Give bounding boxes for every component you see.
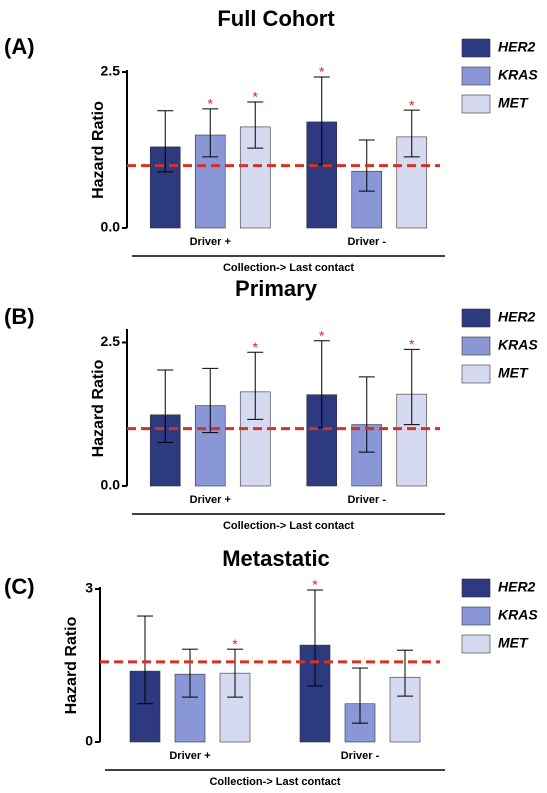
significance-mark: * (319, 327, 325, 343)
y-tick-label: 3 (85, 580, 93, 596)
panel: (C) Metastatic Hazard Ratio 0 3 Driver + * Driv… (4, 546, 538, 788)
legend-swatch (461, 38, 491, 58)
y-axis-label: Hazard Ratio (63, 616, 80, 714)
significance-mark: * (409, 97, 415, 113)
error-bar (358, 376, 375, 453)
legend-swatch (461, 66, 491, 86)
legend-label: MET (498, 635, 529, 651)
error-bar (352, 667, 368, 724)
x-tick-label: Driver - (347, 494, 386, 506)
significance-mark: * (232, 636, 238, 652)
significance-mark: * (319, 64, 325, 80)
legend-label: MET (498, 365, 529, 381)
x-tick-label: Driver - (341, 750, 380, 762)
error-bar (307, 589, 323, 687)
error-bar (247, 101, 264, 149)
legend-label: HER2 (498, 309, 536, 325)
legend-label: HER2 (498, 579, 536, 595)
chart-title: Full Cohort (217, 6, 335, 31)
error-bar (137, 615, 153, 705)
error-bar (403, 348, 420, 426)
panel-label: (C) (4, 574, 35, 599)
panel-label: (B) (4, 304, 35, 329)
x-tick-label: Driver + (190, 236, 231, 248)
significance-mark: * (253, 89, 259, 105)
error-bar (202, 108, 219, 158)
significance-mark: * (409, 336, 415, 352)
chart-title: Primary (235, 276, 318, 301)
error-bar (247, 351, 264, 420)
legend-swatch (461, 308, 491, 328)
legend-swatch (461, 94, 491, 114)
panel: (A) Full Cohort Hazard Ratio 0.0 2.5 Driver +… (4, 6, 538, 274)
x-axis-label: Collection-> Last contact (209, 776, 340, 788)
y-tick-label: 2.5 (101, 333, 121, 349)
legend-label: KRAS (498, 67, 538, 83)
legend-swatch (461, 606, 491, 626)
error-bar (397, 649, 413, 697)
y-axis-label: Hazard Ratio (90, 359, 107, 457)
y-tick-label: 0.0 (101, 219, 121, 235)
x-tick-label: Driver - (347, 236, 386, 248)
legend-swatch (461, 336, 491, 356)
legend-label: HER2 (498, 39, 536, 55)
y-axis-label: Hazard Ratio (90, 101, 107, 199)
error-bar (157, 110, 174, 173)
significance-mark: * (312, 577, 318, 593)
x-axis-label: Collection-> Last contact (223, 262, 354, 274)
legend-label: MET (498, 95, 529, 111)
x-axis-label: Collection-> Last contact (223, 520, 354, 532)
legend-swatch (461, 578, 491, 598)
x-tick-label: Driver + (190, 494, 231, 506)
significance-mark: * (208, 96, 214, 112)
panel: (B) Primary Hazard Ratio 0.0 2.5 Driver + * Dri… (4, 276, 538, 532)
error-bar (403, 109, 420, 158)
error-bar (227, 648, 243, 698)
y-tick-label: 2.5 (101, 63, 121, 79)
chart-title: Metastatic (222, 546, 330, 571)
legend-label: KRAS (498, 607, 538, 623)
y-tick-label: 0.0 (101, 477, 121, 493)
legend-swatch (461, 634, 491, 654)
error-bar (182, 648, 198, 698)
x-tick-label: Driver + (169, 750, 210, 762)
legend-swatch (461, 364, 491, 384)
panel-label: (A) (4, 34, 35, 59)
error-bar (157, 369, 174, 443)
legend-label: KRAS (498, 337, 538, 353)
error-bar (202, 367, 219, 434)
significance-mark: * (253, 339, 259, 355)
y-tick-label: 0 (85, 733, 93, 749)
